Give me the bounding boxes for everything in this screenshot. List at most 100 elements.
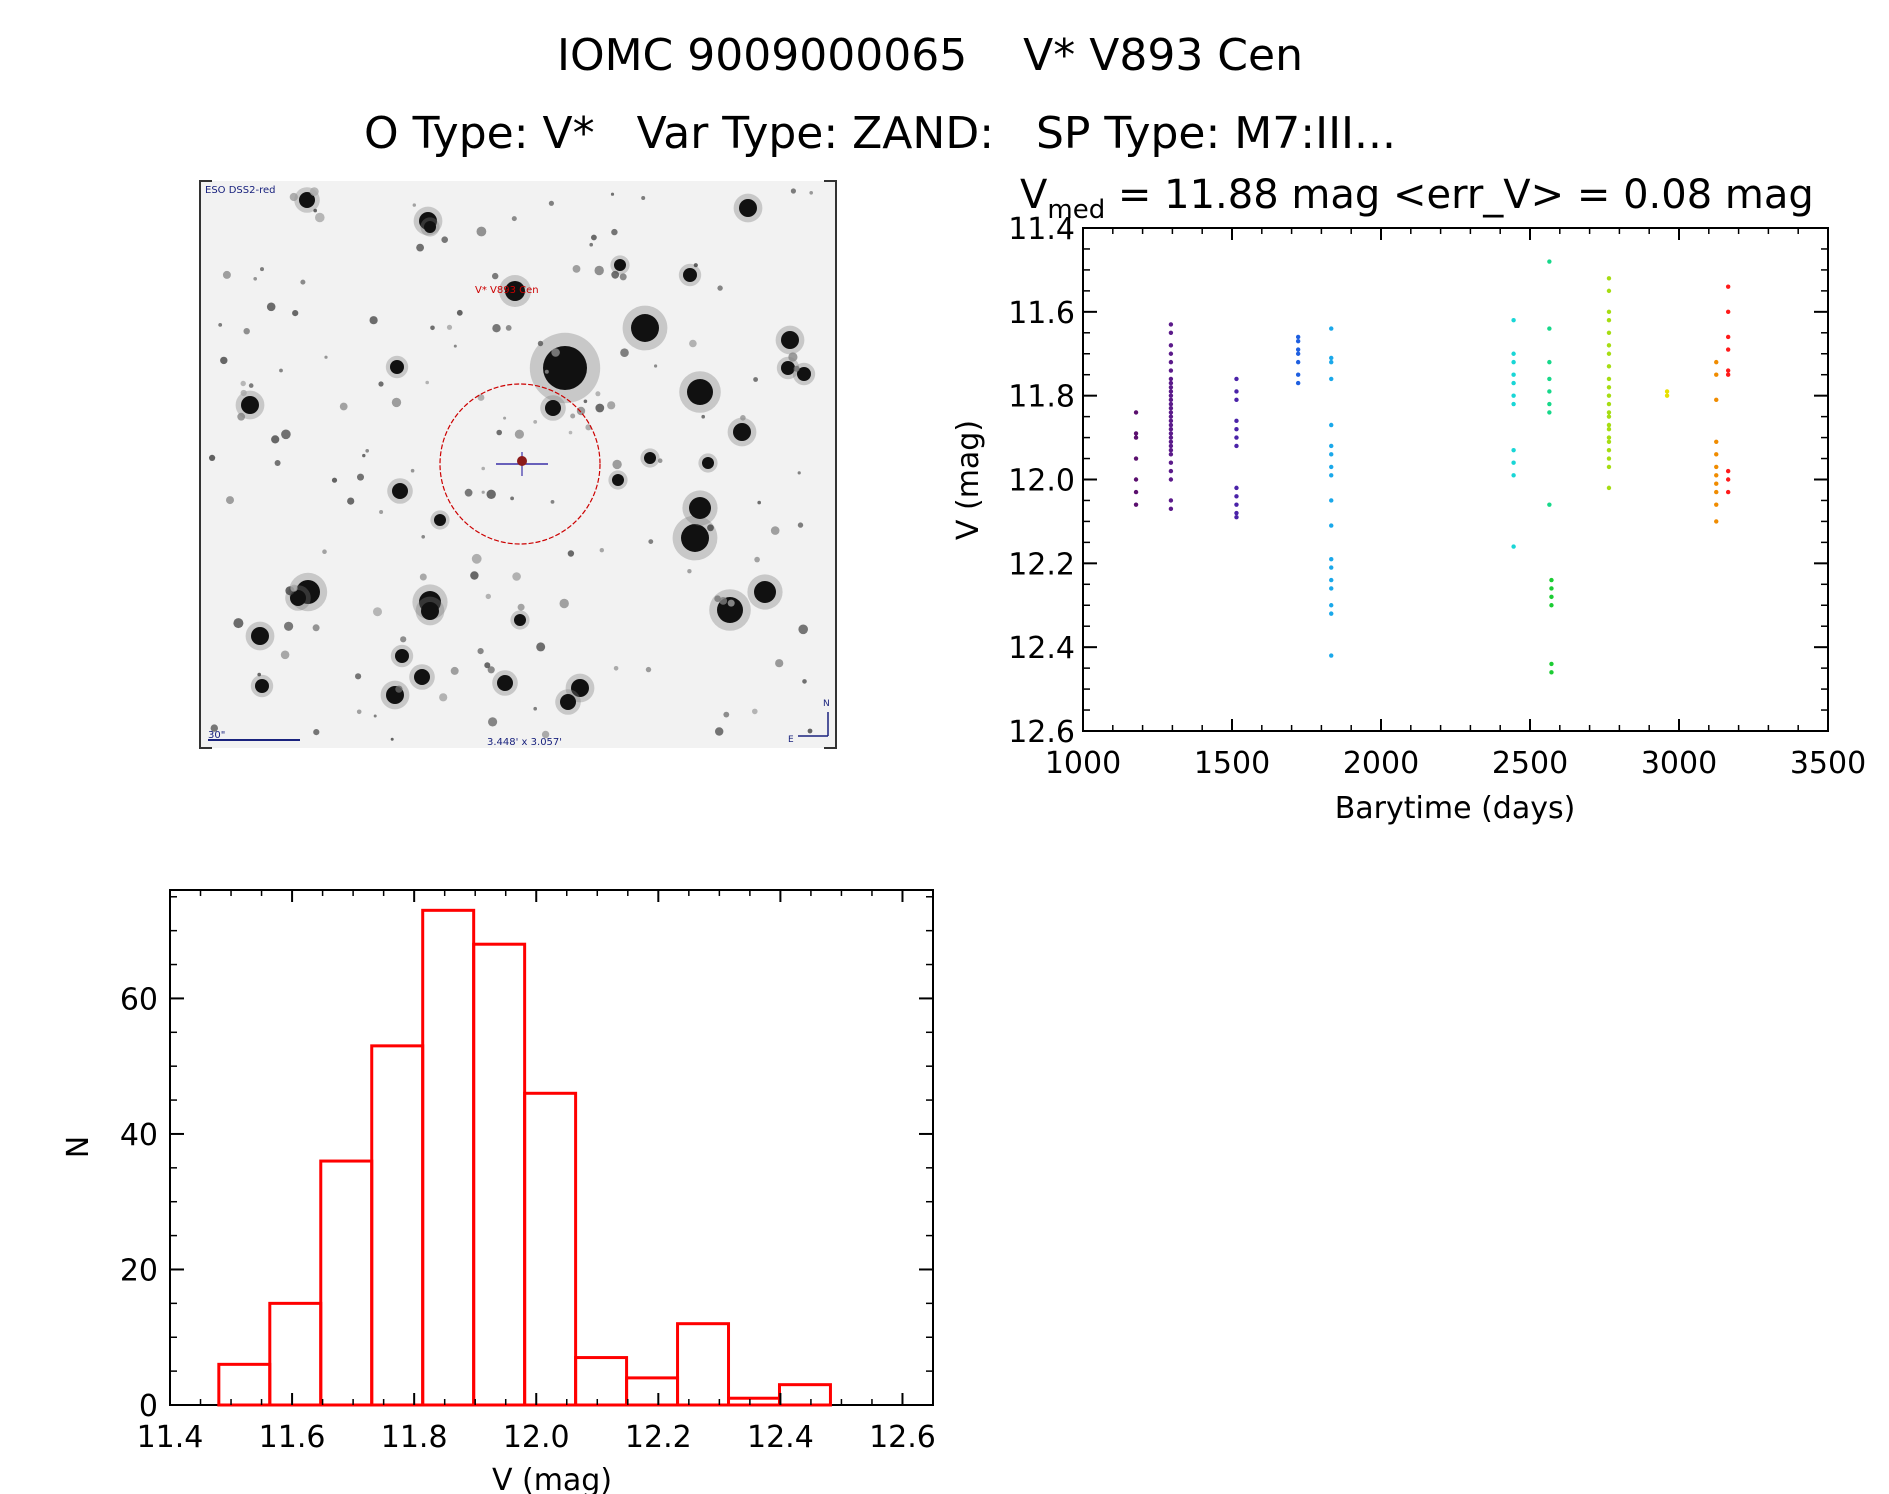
faint-star (266, 302, 276, 312)
x-tick-label: 12.2 (625, 1420, 692, 1455)
data-point (1511, 359, 1516, 365)
data-point (1547, 259, 1552, 264)
star (689, 497, 711, 519)
data-point (1725, 334, 1731, 340)
data-point (1329, 355, 1334, 361)
data-point (1714, 397, 1719, 403)
faint-star (591, 234, 597, 241)
data-point (1329, 611, 1334, 616)
data-point (1133, 502, 1139, 507)
faint-star (798, 624, 808, 635)
faint-star (481, 466, 486, 471)
faint-star (243, 328, 250, 335)
y-tick-label: 40 (120, 1118, 158, 1153)
faint-star (379, 510, 384, 514)
faint-star (477, 648, 484, 655)
data-point (1606, 309, 1612, 315)
data-point (1295, 351, 1301, 356)
faint-star (701, 414, 705, 419)
light-curve-title-subscript: med (1047, 195, 1105, 225)
data-point (1234, 485, 1239, 491)
data-point (1234, 515, 1239, 520)
data-point (1168, 443, 1174, 449)
faint-star (719, 597, 728, 605)
data-point (1714, 452, 1719, 457)
image-frame-left-bracket (199, 180, 212, 749)
faint-star (533, 420, 538, 424)
data-point (1549, 661, 1554, 667)
data-point (1725, 347, 1731, 352)
faint-star (439, 693, 448, 702)
faint-star (488, 717, 498, 727)
data-point (1234, 443, 1239, 449)
y-tick-label: 12.4 (1008, 631, 1075, 666)
data-point (1725, 477, 1731, 482)
star (545, 400, 561, 416)
data-point (1168, 406, 1174, 411)
data-point (1168, 343, 1174, 348)
data-point (1234, 435, 1239, 440)
light-curve-ticks: 1000 1500 2000 2500 3000 3500 11.4 11.6 11.8 12.0… (1008, 212, 1866, 781)
data-point (1295, 359, 1301, 365)
faint-star (654, 364, 658, 368)
data-point (1664, 393, 1670, 398)
faint-star (517, 603, 525, 611)
faint-star (607, 401, 616, 410)
data-point (1511, 544, 1516, 549)
faint-star (410, 468, 415, 473)
star (505, 281, 525, 301)
data-point (1511, 318, 1516, 323)
x-tick-label: 12.4 (747, 1420, 814, 1455)
faint-star (567, 550, 575, 557)
faint-star (271, 435, 280, 444)
faint-star (770, 526, 780, 535)
data-point (1234, 376, 1239, 382)
data-point (1329, 359, 1334, 365)
faint-star (421, 535, 426, 539)
data-point (1168, 427, 1174, 432)
faint-star (356, 709, 362, 715)
faint-star (456, 309, 463, 316)
data-point (1606, 393, 1612, 398)
faint-star (484, 662, 491, 669)
faint-star (369, 316, 378, 325)
data-point (1549, 577, 1554, 583)
histogram-bar (421, 908, 476, 1407)
data-point (1329, 577, 1334, 583)
data-point (1511, 380, 1516, 386)
faint-star (544, 369, 549, 374)
star (560, 694, 576, 710)
data-point (1234, 397, 1239, 403)
faint-star (511, 216, 517, 222)
data-point (1606, 351, 1612, 356)
data-point (1234, 502, 1239, 507)
data-point (1511, 401, 1516, 407)
faint-star (324, 355, 328, 359)
faint-star (715, 727, 724, 736)
histogram-bar (777, 1383, 832, 1407)
faint-star (807, 728, 813, 734)
y-tick-label: 12.2 (1008, 547, 1075, 582)
data-point (1168, 477, 1174, 482)
star (781, 361, 795, 375)
star (434, 514, 446, 526)
faint-star (503, 416, 507, 420)
data-point (1606, 385, 1612, 390)
data-point (1234, 418, 1239, 424)
faint-star (512, 572, 521, 581)
histogram-bar (472, 942, 527, 1407)
histogram-ylabel: N (61, 1136, 96, 1158)
faint-star (441, 236, 449, 243)
x-tick-label: 11.8 (381, 1420, 448, 1455)
faint-star (476, 226, 487, 237)
compass-north-label: N (823, 699, 830, 709)
star (290, 590, 306, 606)
x-tick-label: 2500 (1492, 746, 1568, 781)
data-point (1168, 414, 1174, 419)
faint-star (471, 553, 482, 564)
data-point (1168, 422, 1174, 428)
faint-star (292, 310, 299, 317)
faint-star (289, 192, 298, 202)
faint-star (357, 473, 364, 481)
histogram-bar (625, 1376, 680, 1407)
